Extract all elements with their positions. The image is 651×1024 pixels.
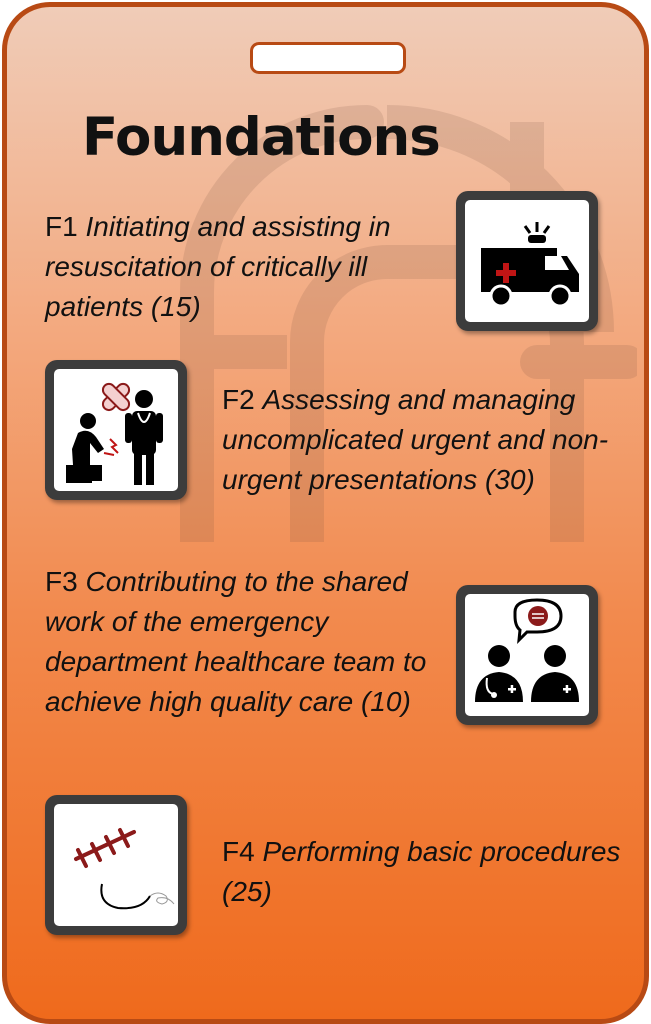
badge-slot [250, 42, 406, 74]
item-description: Contributing to the shared work of the e… [45, 566, 427, 717]
team-discussion-tile [456, 585, 598, 725]
suture-icon [74, 828, 175, 910]
foundation-item-f1: F1 Initiating and assisting in resuscita… [45, 207, 445, 327]
item-code: F3 [45, 566, 78, 597]
item-description: Initiating and assisting in resuscitatio… [45, 211, 391, 322]
page-title: Foundations [82, 107, 441, 168]
team-discussion-icon [475, 598, 579, 702]
item-code: F2 [222, 384, 255, 415]
item-description: Performing basic procedures (25) [222, 836, 621, 907]
item-description: Assessing and managing uncomplicated urg… [222, 384, 609, 495]
suture-tile [45, 795, 187, 935]
foundation-item-f4: F4 Performing basic procedures (25) [222, 832, 622, 912]
item-code: F1 [45, 211, 78, 242]
foundation-item-f3: F3 Contributing to the shared work of th… [45, 562, 450, 722]
item-code: F4 [222, 836, 255, 867]
ambulance-icon [481, 222, 579, 308]
patient-doctor-icon [66, 382, 163, 485]
ambulance-tile [456, 191, 598, 331]
patient-doctor-tile [45, 360, 187, 500]
foundation-item-f2: F2 Assessing and managing uncomplicated … [222, 380, 632, 500]
